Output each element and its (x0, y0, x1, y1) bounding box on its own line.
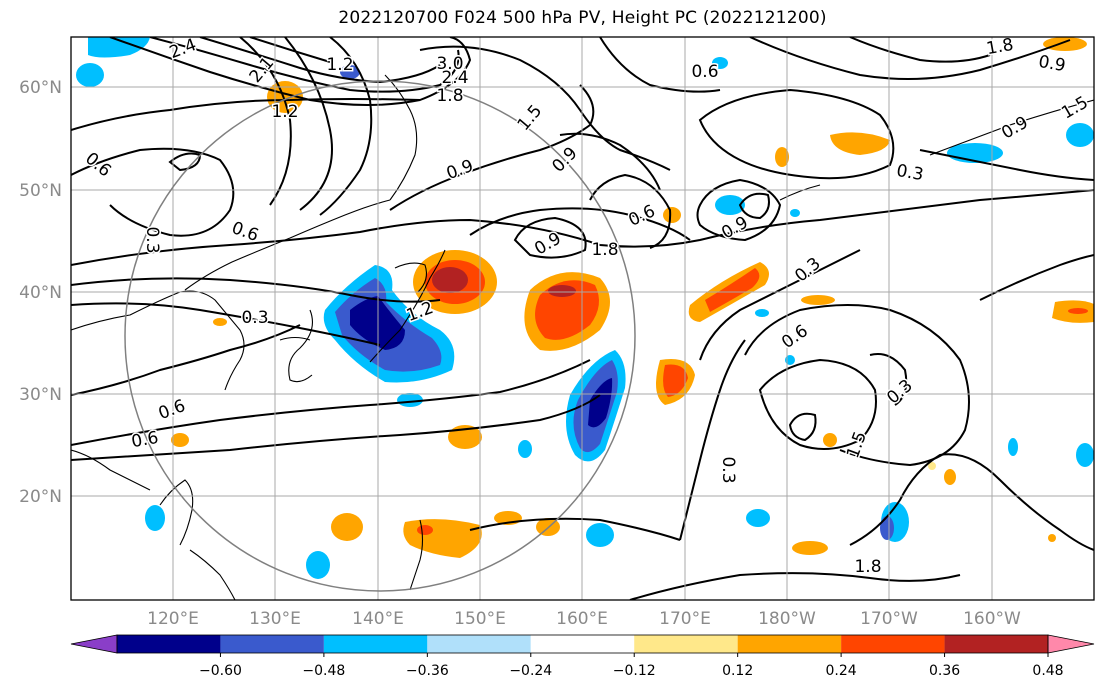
colorbar-label: 0.48 (1032, 663, 1063, 679)
lon-label: 130°E (249, 609, 301, 629)
colorbar-label: −0.60 (199, 663, 242, 679)
colorbar-swatch (737, 635, 842, 653)
colorbar-swatch (841, 635, 945, 653)
contour-label: 0.3 (718, 456, 738, 483)
lat-label: 20°N (19, 487, 62, 507)
colorbar-label: 0.12 (722, 663, 753, 679)
lon-label: 170°W (860, 609, 918, 629)
colorbar-swatch (427, 635, 531, 653)
colorbar-swatch (634, 635, 738, 653)
colorbar-label: 0.24 (826, 663, 857, 679)
map-title: 2022120700 F024 500 hPa PV, Height PC (2… (338, 8, 827, 28)
colorbar-swatch (220, 635, 324, 653)
latitude-labels: 60°N 50°N 40°N 30°N 20°N (19, 78, 62, 507)
contour-label: 1.8 (436, 86, 463, 106)
contour-label: 3.0 (436, 54, 463, 74)
lon-label: 180°W (758, 609, 816, 629)
colorbar-swatch (117, 635, 221, 653)
pv-negative-shading (76, 37, 1094, 579)
contour-label: 0.6 (691, 62, 718, 82)
lon-label: 120°E (147, 609, 199, 629)
pv-contours (71, 37, 1094, 600)
lon-label: 170°E (659, 609, 711, 629)
contour-label: 1.8 (985, 35, 1015, 59)
longitude-labels: 120°E 130°E 140°E 150°E 160°E 170°E 180°W 170°W… (147, 609, 1021, 629)
lat-label: 40°N (19, 283, 62, 303)
colorbar-swatch (530, 635, 635, 653)
coastlines (71, 74, 1094, 600)
lon-label: 150°E (454, 609, 506, 629)
colorbar-frame (116, 634, 1049, 654)
lon-label: 160°W (963, 609, 1021, 629)
colorbar-label: −0.12 (613, 663, 656, 679)
contour-label: 1.2 (271, 102, 298, 122)
lon-label: 160°E (556, 609, 608, 629)
contour-label: 2.4 (441, 68, 468, 88)
gridlines (71, 37, 1094, 600)
colorbar-swatch (944, 635, 1048, 653)
lat-label: 60°N (19, 78, 62, 98)
colorbar-label: −0.24 (509, 663, 552, 679)
radius-circle (124, 80, 636, 592)
contour-label: 0.3 (241, 308, 268, 328)
colorbar-swatch (323, 635, 428, 653)
contour-label: 1.2 (326, 55, 353, 75)
contour-label: 1.8 (854, 557, 881, 577)
colorbar-swatch (1047, 634, 1095, 654)
lon-label: 140°E (352, 609, 404, 629)
colorbar: −0.60 −0.48 −0.36 −0.24 −0.12 0.12 0.24 0.36 0.4… (70, 634, 1095, 679)
plot-frame (70, 36, 1095, 601)
lat-label: 50°N (19, 181, 62, 201)
lat-label: 30°N (19, 385, 62, 405)
contour-label: 1.8 (591, 240, 618, 260)
colorbar-label: −0.48 (302, 663, 345, 679)
colorbar-label: 0.36 (929, 663, 960, 679)
colorbar-label: −0.36 (406, 663, 449, 679)
contour-label: 0.3 (142, 226, 162, 253)
colorbar-swatch (70, 634, 118, 654)
